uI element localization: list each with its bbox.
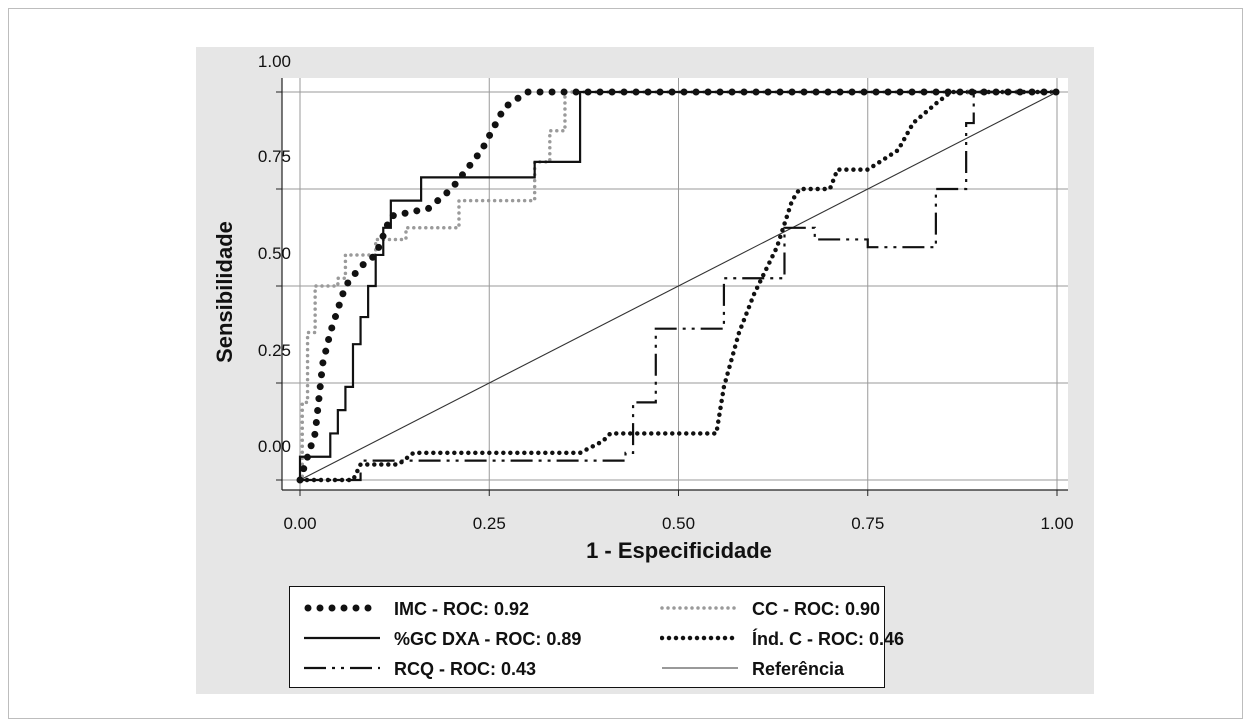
series-line-solid: [298, 90, 1057, 480]
y-tick-label: 0.50: [258, 244, 291, 263]
series-line-dots: [296, 88, 1061, 484]
legend-swatch: [304, 636, 380, 640]
legend-label: Referência: [752, 659, 845, 679]
x-tick-label: 0.25: [473, 514, 506, 533]
series-line-dash-dot: [300, 90, 1057, 482]
plot-area: [282, 78, 1068, 490]
legend-label: %GC DXA - ROC: 0.89: [394, 629, 582, 649]
x-tick-label: 0.50: [662, 514, 695, 533]
legend-item: IMC - ROC: 0.92: [302, 596, 602, 620]
y-tick-label: 0.00: [258, 437, 291, 456]
y-tick-label: 1.00: [258, 52, 291, 71]
legend-label: IMC - ROC: 0.92: [394, 599, 530, 619]
legend-label: RCQ - ROC: 0.43: [394, 659, 537, 679]
y-tick-label: 0.75: [258, 147, 291, 166]
series-line-light-dots: [298, 90, 1059, 482]
legend-item: CC - ROC: 0.90: [660, 596, 960, 620]
y-axis-label: Sensibilidade: [212, 221, 237, 363]
y-tick-label: 0.25: [258, 341, 291, 360]
legend-item: %GC DXA - ROC: 0.89: [302, 626, 602, 650]
series-line-dense-dots: [297, 89, 1060, 483]
legend-swatch: [660, 606, 740, 610]
x-tick-label: 0.75: [851, 514, 884, 533]
x-tick-label: 1.00: [1040, 514, 1073, 533]
figure-frame: [8, 8, 1243, 719]
legend-label: CC - ROC: 0.90: [752, 599, 881, 619]
legend-label: Índ. C - ROC: 0.46: [752, 629, 905, 649]
legend-swatch: [660, 635, 741, 641]
chart-legend: IMC - ROC: 0.92 %GC DXA - ROC: 0.89 CC - R…: [289, 586, 904, 688]
legend-item: Índ. C - ROC: 0.46: [660, 626, 960, 650]
legend-swatch: [662, 667, 738, 669]
legend-item: Referência: [660, 656, 960, 680]
x-axis-label: 1 - Especificidade: [586, 538, 772, 563]
series-line-thin: [299, 91, 1058, 481]
x-tick-label: 0.00: [283, 514, 316, 533]
legend-item: RCQ - ROC: 0.43: [302, 656, 602, 680]
legend-swatch: [304, 604, 376, 612]
legend-swatch: [304, 666, 380, 670]
